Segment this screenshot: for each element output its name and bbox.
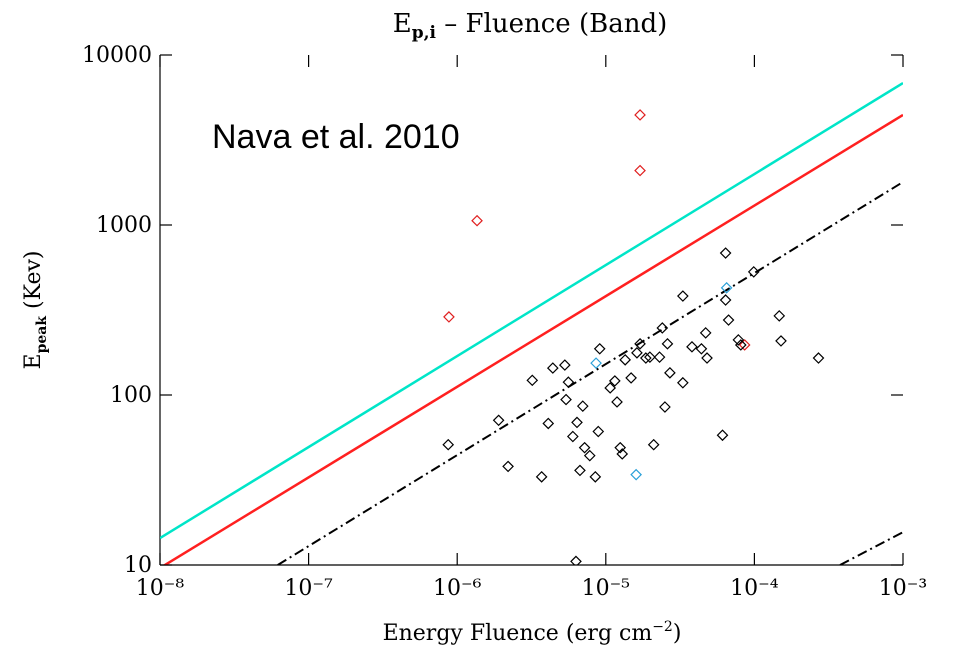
data-point — [634, 337, 646, 350]
data-point — [686, 340, 698, 353]
data-point — [677, 376, 689, 389]
data-point — [583, 449, 596, 462]
y-tick-label: 10 — [124, 553, 152, 578]
data-point — [570, 555, 582, 565]
data-point — [592, 425, 605, 438]
data-point — [747, 266, 760, 278]
x-tick-label: 10⁻⁷ — [284, 576, 333, 601]
data-point — [546, 362, 559, 374]
x-tick-label: 10⁻³ — [879, 576, 927, 601]
data-point — [719, 294, 732, 306]
data-point — [562, 376, 575, 389]
data-point — [634, 109, 646, 121]
data-point — [661, 337, 674, 350]
y-axis-label: Epeak (Kev) — [21, 251, 50, 370]
data-point — [720, 281, 733, 294]
data-point — [625, 372, 637, 384]
data-point — [560, 393, 572, 406]
data-point — [719, 247, 732, 259]
data-point — [535, 471, 548, 483]
x-tick-label: 10⁻⁸ — [136, 576, 185, 601]
data-point — [526, 374, 539, 387]
data-point — [812, 352, 825, 364]
data-point — [716, 429, 729, 442]
data-point — [578, 441, 591, 454]
data-point — [442, 438, 455, 451]
data-point — [630, 468, 642, 481]
data-point — [502, 460, 514, 473]
y-tick-label: 1000 — [96, 213, 152, 238]
data-point — [640, 352, 652, 364]
fit-line — [839, 531, 903, 565]
data-point — [677, 290, 689, 302]
data-point — [631, 346, 643, 359]
data-point — [722, 314, 735, 326]
data-point — [542, 417, 555, 430]
data-point — [614, 441, 627, 454]
annotation: Nava et al. 2010 — [212, 118, 460, 156]
data-point — [590, 357, 602, 369]
data-point — [471, 214, 483, 227]
data-point — [634, 164, 646, 177]
data-point — [619, 353, 632, 366]
data-point — [738, 339, 751, 351]
data-point — [653, 351, 666, 363]
data-point — [566, 430, 579, 443]
data-point — [659, 401, 671, 413]
data-point — [734, 339, 747, 351]
data-point — [571, 416, 583, 429]
plot-area — [160, 81, 903, 565]
data-point — [589, 471, 602, 483]
data-point — [608, 375, 621, 387]
data-point — [775, 335, 787, 347]
data-point — [656, 322, 669, 334]
data-point — [644, 351, 656, 363]
data-point — [593, 342, 606, 355]
y-tick-label: 10000 — [82, 43, 152, 68]
data-point — [695, 342, 708, 355]
data-point — [574, 464, 586, 477]
x-tick-label: 10⁻⁵ — [582, 576, 630, 601]
data-point — [558, 359, 571, 371]
data-point — [604, 382, 617, 394]
data-point — [664, 366, 676, 379]
data-point — [701, 352, 713, 364]
fit-line — [160, 81, 903, 540]
x-tick-label: 10⁻⁴ — [730, 576, 779, 601]
data-point — [647, 438, 660, 451]
data-point — [616, 448, 629, 460]
data-point — [699, 327, 712, 339]
y-tick-label: 100 — [110, 383, 152, 408]
x-tick-label: 10⁻⁶ — [433, 576, 482, 601]
data-point — [732, 334, 745, 346]
data-point — [576, 400, 589, 412]
x-axis-label: Energy Fluence (erg cm−2) — [383, 619, 682, 646]
fit-line — [162, 113, 903, 565]
data-point — [443, 311, 455, 323]
data-point — [611, 396, 623, 408]
data-point — [492, 414, 505, 427]
chart-title: Ep,i – Fluence (Band) — [393, 9, 668, 43]
data-point — [773, 310, 786, 322]
fit-line — [277, 181, 903, 565]
